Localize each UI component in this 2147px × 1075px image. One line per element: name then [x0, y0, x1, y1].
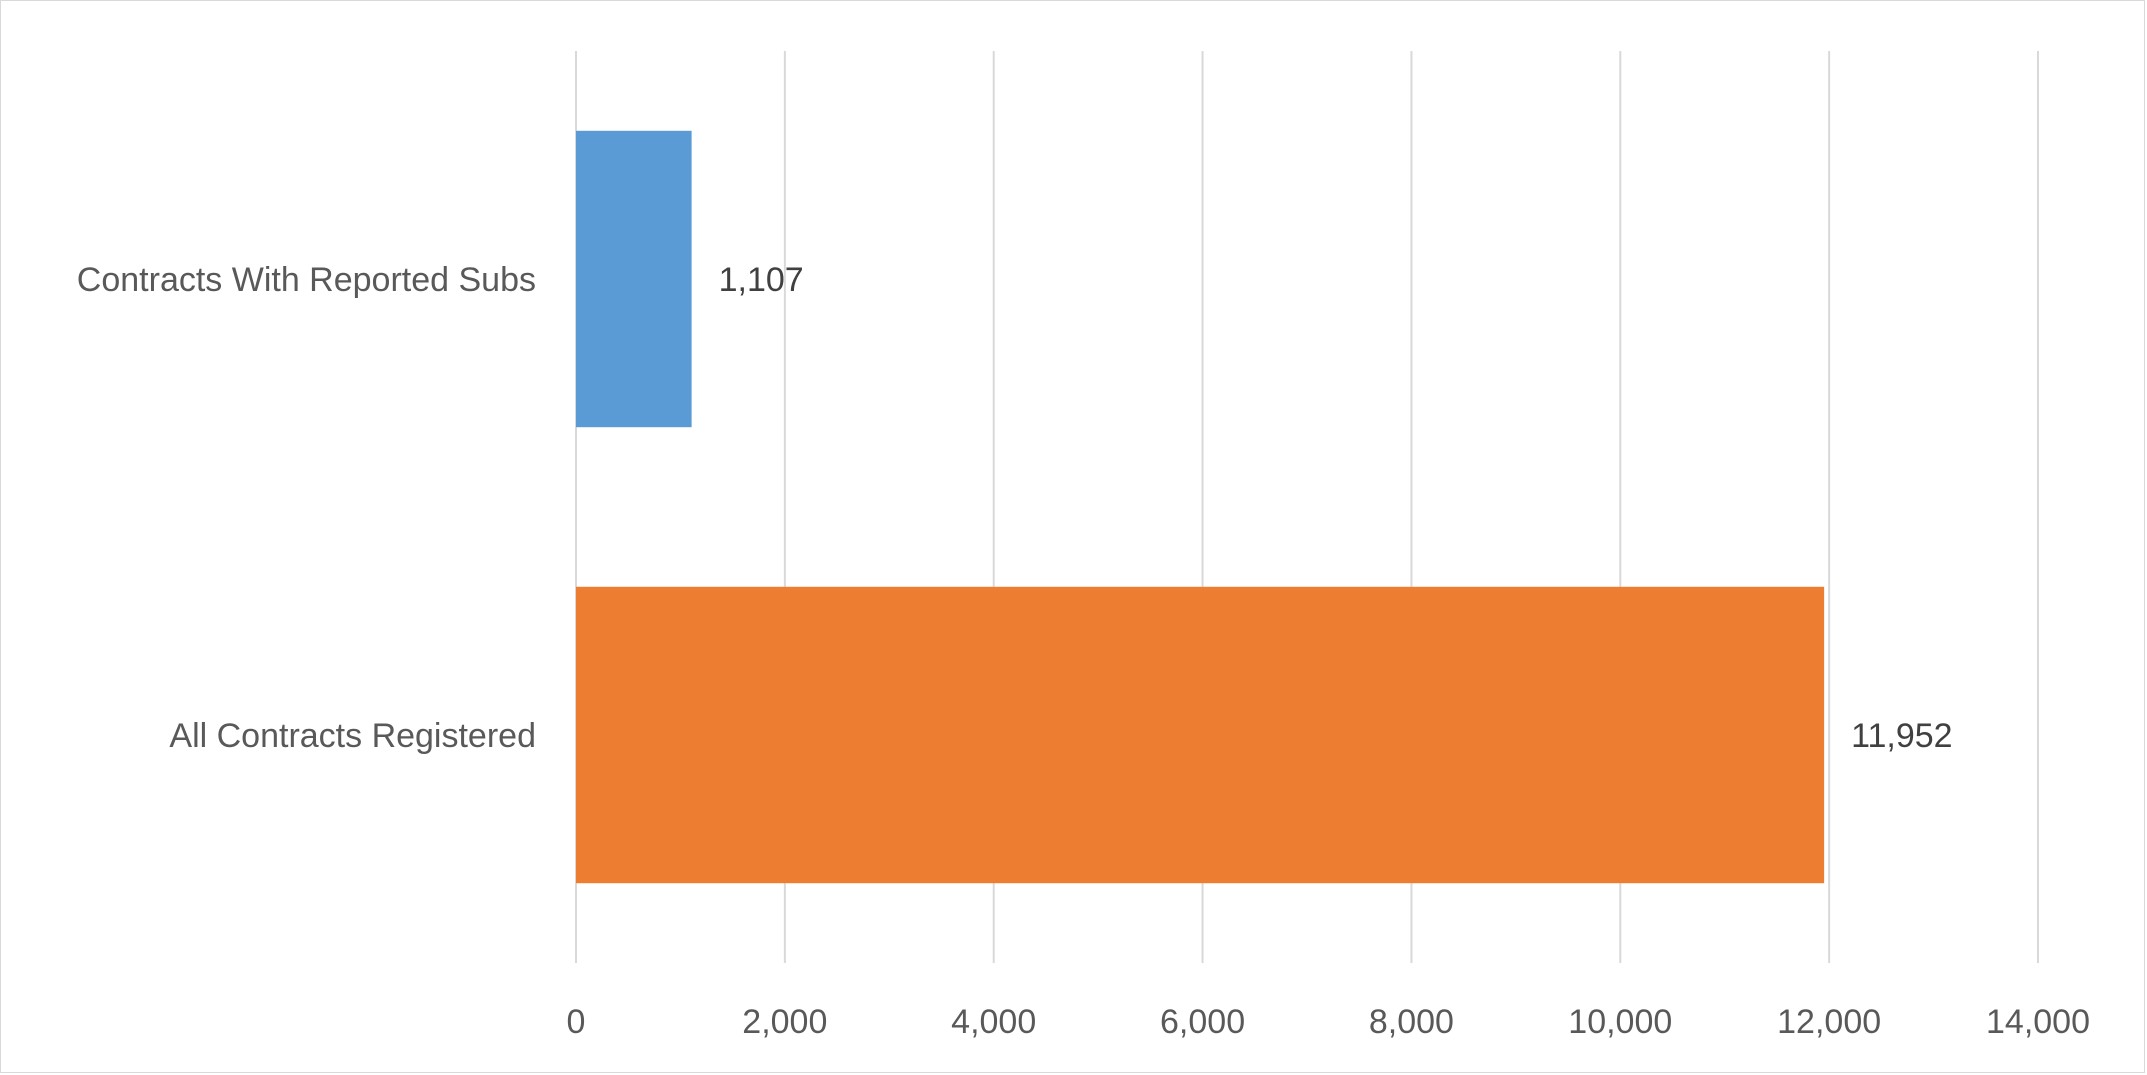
bar [576, 586, 1825, 884]
x-tick-label: 2,000 [742, 1003, 827, 1041]
x-tick-label: 12,000 [1777, 1003, 1881, 1041]
bar [576, 130, 692, 428]
category-label: All Contracts Registered [169, 717, 536, 755]
bars [576, 130, 1825, 884]
x-tick-label: 8,000 [1369, 1003, 1454, 1041]
category-label: Contracts With Reported Subs [77, 261, 536, 299]
x-tick-label: 10,000 [1568, 1003, 1672, 1041]
data-label: 1,107 [719, 261, 804, 299]
data-label: 11,952 [1851, 717, 1952, 755]
x-tick-label: 4,000 [951, 1003, 1036, 1041]
gridlines [575, 51, 2039, 963]
x-axis-tick-labels: 0 2,000 4,000 6,000 8,000 10,000 12,000 14,000 [567, 1003, 2090, 1041]
x-tick-label: 14,000 [1986, 1003, 2090, 1041]
x-tick-label: 6,000 [1160, 1003, 1245, 1041]
x-tick-label: 0 [567, 1003, 586, 1041]
data-labels: 1,107 11,952 [719, 261, 1953, 755]
category-labels: Contracts With Reported Subs All Contract… [77, 261, 536, 755]
